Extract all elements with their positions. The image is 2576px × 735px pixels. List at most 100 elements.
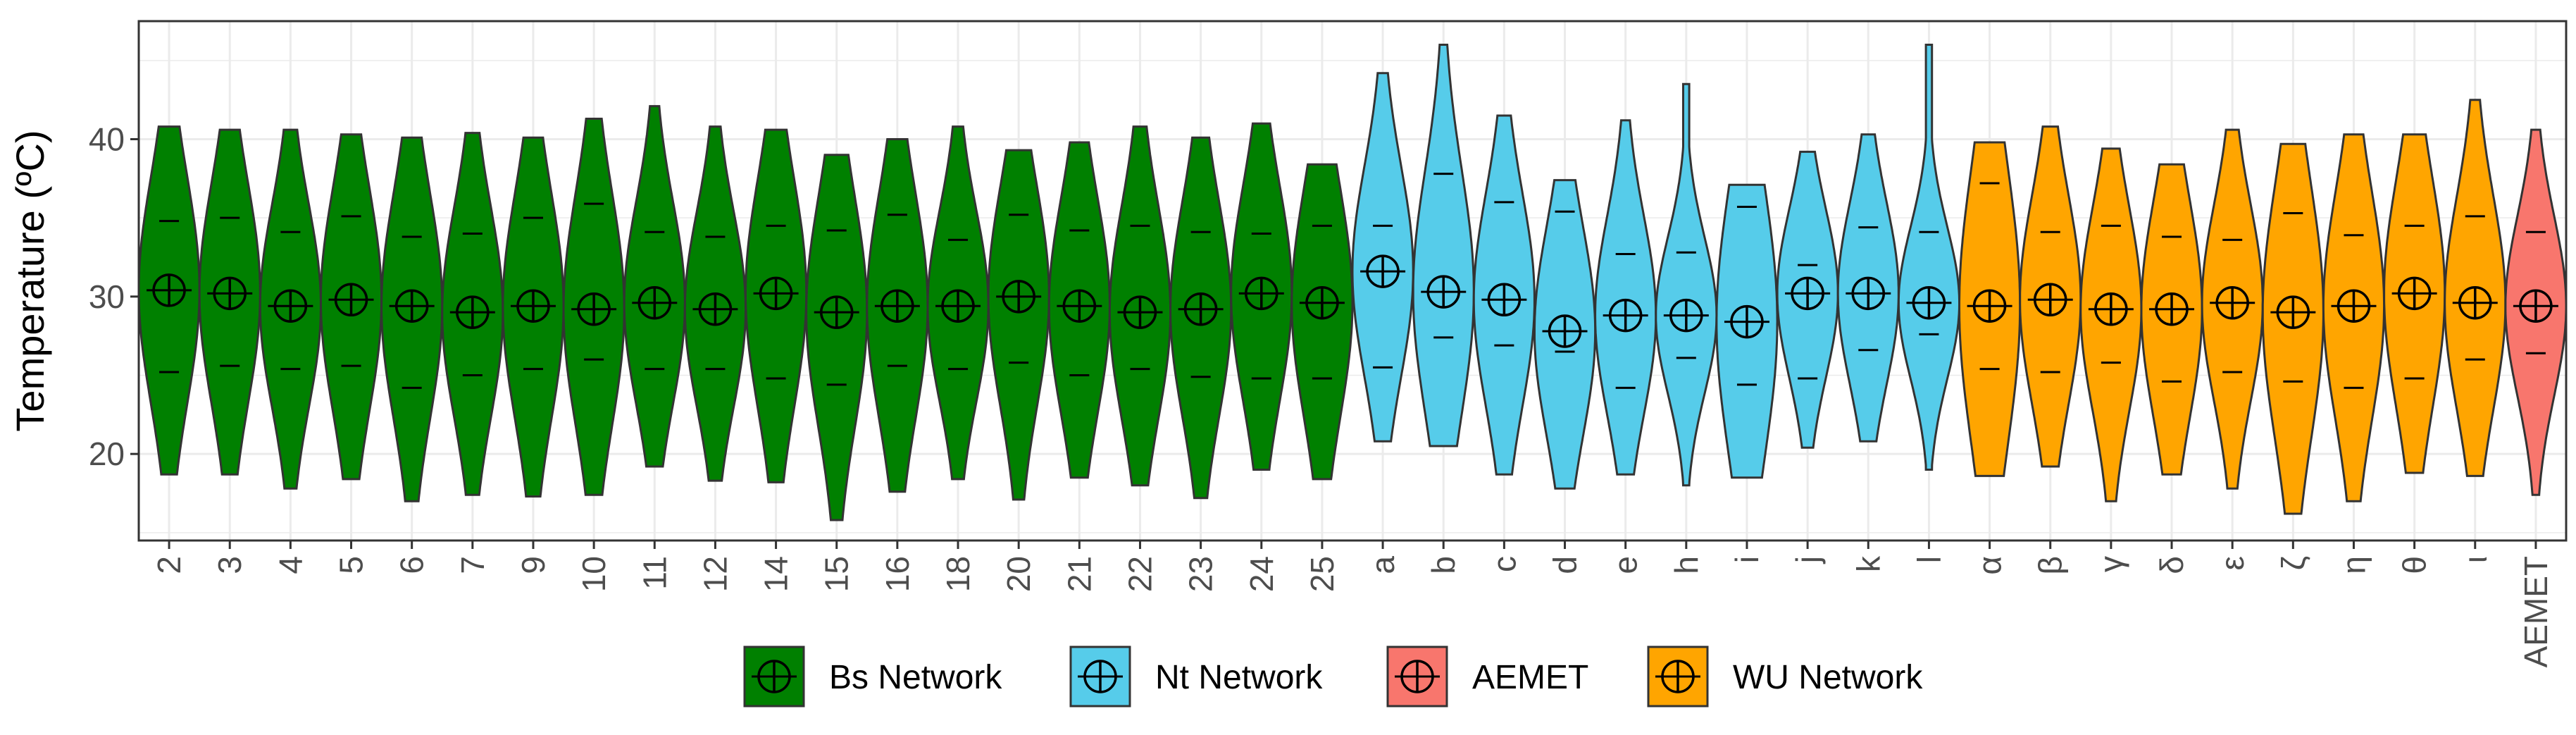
legend-label: Bs Network xyxy=(829,659,1002,696)
x-tick-label: 7 xyxy=(454,556,491,574)
violin-θ xyxy=(2383,133,2446,474)
legend-entry-wu-network: WU Network xyxy=(1647,646,1923,708)
x-tick-label: 15 xyxy=(819,556,855,592)
violin-18 xyxy=(926,125,990,481)
y-axis: 20 30 40 xyxy=(89,121,139,472)
violin-ι xyxy=(2444,99,2507,477)
violin-2 xyxy=(137,125,201,476)
violin-25 xyxy=(1290,163,1354,481)
violin-layer xyxy=(137,44,2568,521)
x-tick-label: 25 xyxy=(1304,556,1340,592)
x-tick-label: γ xyxy=(2093,556,2129,572)
violin-15 xyxy=(805,154,869,521)
violin-i xyxy=(1715,183,1779,479)
x-tick-label: η xyxy=(2335,556,2372,574)
violin-l xyxy=(1897,44,1960,471)
violin-5 xyxy=(320,133,383,481)
violin-21 xyxy=(1047,141,1111,479)
x-tick-label: j xyxy=(1789,556,1826,564)
x-tick-label: 10 xyxy=(575,556,612,592)
x-tick-label: 12 xyxy=(697,556,733,592)
violin-j xyxy=(1776,150,1839,449)
x-tick-label: 2 xyxy=(151,556,187,574)
x-tick-label: δ xyxy=(2153,556,2190,574)
violin-10 xyxy=(562,118,626,496)
violin-22 xyxy=(1108,125,1172,487)
x-tick-label: h xyxy=(1668,556,1705,574)
violin-3 xyxy=(198,128,261,476)
x-tick-label: b xyxy=(1425,556,1462,574)
x-tick-label: β xyxy=(2032,556,2069,574)
x-tick-label: 16 xyxy=(879,556,916,592)
violin-a xyxy=(1351,72,1414,443)
violin-16 xyxy=(866,138,929,493)
violin-c xyxy=(1472,114,1536,476)
x-tick-label: l xyxy=(1910,556,1947,563)
violin-9 xyxy=(502,136,565,498)
x-tick-label: 6 xyxy=(394,556,430,574)
violin-β xyxy=(2019,125,2082,468)
x-tick-label: i xyxy=(1729,556,1765,563)
violin-h xyxy=(1655,82,1718,487)
x-tick-label: ι xyxy=(2457,556,2494,563)
violin-k xyxy=(1836,133,1900,443)
violin-d xyxy=(1533,179,1597,490)
violin-20 xyxy=(987,149,1050,501)
violin-body xyxy=(1290,163,1354,481)
x-tick-label: 21 xyxy=(1061,556,1097,592)
violin-γ xyxy=(2079,147,2143,502)
violin-4 xyxy=(259,128,322,490)
x-tick-label: 4 xyxy=(272,556,309,574)
x-tick-label: 14 xyxy=(758,556,795,592)
x-tick-label: k xyxy=(1850,555,1886,572)
x-tick-label: 23 xyxy=(1183,556,1219,592)
violin-11 xyxy=(623,105,686,468)
x-tick-label: 5 xyxy=(333,556,370,574)
y-tick-label: 20 xyxy=(89,436,125,472)
violin-body xyxy=(1897,44,1960,471)
violin-body xyxy=(805,154,869,521)
violin-α xyxy=(1958,141,2022,477)
violin-23 xyxy=(1169,136,1233,500)
legend: Bs Network Nt Network AEMET WU Network xyxy=(743,646,1923,708)
x-tick-label: c xyxy=(1486,556,1522,572)
violin-ζ xyxy=(2261,142,2325,515)
x-tick-label: ζ xyxy=(2275,556,2311,570)
violin-AEMET xyxy=(2504,128,2568,496)
x-tick-label: AEMET xyxy=(2518,556,2554,667)
legend-label: WU Network xyxy=(1733,659,1923,696)
y-tick-label: 40 xyxy=(89,121,125,158)
violin-body xyxy=(987,149,1050,501)
x-tick-label: θ xyxy=(2396,556,2433,574)
violin-24 xyxy=(1230,122,1293,471)
violin-η xyxy=(2322,133,2386,502)
plot-panel-border xyxy=(137,20,2568,542)
x-tick-label: 3 xyxy=(211,556,248,574)
x-tick-label: e xyxy=(1607,556,1644,574)
x-tick-label: 18 xyxy=(940,556,976,592)
x-tick-label: 20 xyxy=(1000,556,1037,592)
x-tick-label: 22 xyxy=(1121,556,1158,592)
x-tick-label: 9 xyxy=(515,556,552,574)
x-tick-label: α xyxy=(1972,556,2008,575)
y-axis-label: Temperature (ºC) xyxy=(8,130,52,431)
legend-entry-nt-network: Nt Network xyxy=(1069,646,1323,708)
violin-δ xyxy=(2140,163,2203,476)
violin-body xyxy=(1594,119,1657,476)
legend-label: AEMET xyxy=(1472,659,1588,696)
legend-label: Nt Network xyxy=(1155,659,1323,696)
x-tick-label: a xyxy=(1364,556,1401,574)
x-tick-label: d xyxy=(1547,556,1583,574)
violin-e xyxy=(1594,119,1657,476)
legend-entry-aemet: AEMET xyxy=(1386,646,1588,708)
x-tick-label: ε xyxy=(2214,556,2251,571)
x-axis: 2 3 4 5 6 7 9 10 11 12 14 15 16 18 20 21 22 23 24 25 a b c d e h i… xyxy=(151,541,2554,667)
x-tick-label: 11 xyxy=(636,556,673,590)
violin-14 xyxy=(745,128,808,483)
legend-entry-bs-network: Bs Network xyxy=(743,646,1002,708)
violin-ε xyxy=(2201,128,2264,490)
x-tick-label: 24 xyxy=(1243,556,1280,592)
violin-7 xyxy=(441,132,504,496)
violin-body xyxy=(1655,82,1718,487)
